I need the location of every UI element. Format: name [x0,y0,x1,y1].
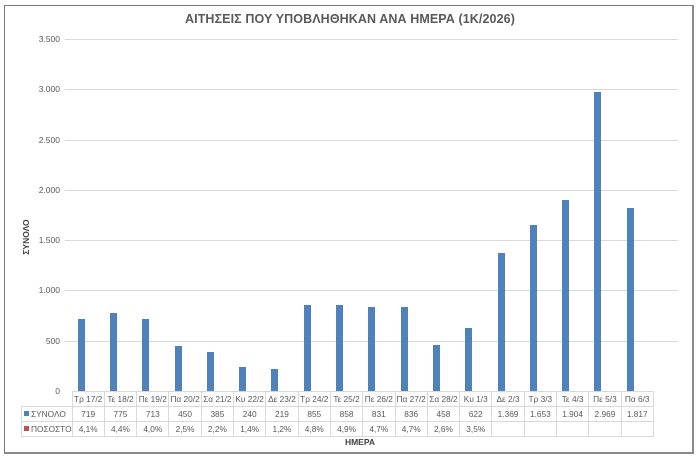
y-tick-label: 1.500 [38,235,60,246]
legend-swatch-icon [24,426,29,432]
chart-frame [4,5,694,454]
legend-percentage: ΠΟΣΟΣΤΟ [21,421,73,437]
data-table: Τρ 17/2 Τε 18/2 Πε 19/2 Πα 20/2 Σα 21/2 Κυ 22… [21,391,654,437]
value-cell: 622 [459,406,493,422]
gridline [65,89,678,91]
bar [271,368,279,391]
bar [303,305,311,391]
value-cell: 2,6% [426,421,461,437]
bar [497,253,505,391]
value-cell: 713 [136,406,170,422]
category-cell: Τρ 17/2 [71,391,105,407]
bar [432,344,440,391]
y-tick-label: 0 [55,386,60,396]
value-cell: 4,1% [71,421,105,437]
bar [336,304,344,391]
gridline [65,240,678,242]
bar [109,313,117,391]
series-row-total: ΣΥΝΟΛΟ 719 775 713 450 385 240 219 855 858 831 836… [21,406,654,422]
value-cell: 836 [394,406,428,422]
series-row-percentage: ΠΟΣΟΣΤΟ 4,1% 4,4% 4,0% 2,5% 2,2% 1,4% 1,2% 4,8%… [21,421,654,437]
category-cell: Πε 19/2 [136,391,170,407]
bar [562,199,570,391]
value-cell: 4,7% [362,421,396,437]
gridline [65,139,678,141]
value-cell: 719 [71,406,105,422]
value-cell: 1.369 [491,406,525,422]
x-axis-label: ΗΜΕΡΑ [344,437,376,447]
value-cell: 4,8% [297,421,331,437]
gridline [65,189,678,191]
value-cell: 450 [168,406,202,422]
value-cell: 458 [426,406,461,422]
value-cell: 219 [265,406,299,422]
y-tick-label: 1.000 [38,285,60,296]
y-tick-label: 2.500 [38,134,60,145]
value-cell: 1,4% [233,421,267,437]
value-cell [620,421,654,437]
value-cell: 831 [362,406,396,422]
category-cell: Σα 21/2 [200,391,235,407]
category-cell: Τε 18/2 [103,391,138,407]
value-cell: 2.969 [588,406,622,422]
legend-total: ΣΥΝΟΛΟ [21,406,73,422]
category-cell: Κυ 22/2 [233,391,267,407]
value-cell: 1.904 [555,406,590,422]
value-cell: 2,5% [168,421,202,437]
category-cell: Τε 4/3 [555,391,590,407]
value-cell: 858 [329,406,364,422]
bar [174,345,182,391]
gridline [65,39,678,40]
bar [239,366,247,391]
category-cell: Τρ 24/2 [297,391,331,407]
category-cell: Πα 6/3 [620,391,654,407]
bar [368,307,376,391]
category-cell: Τε 25/2 [329,391,364,407]
category-cell: Δε 23/2 [265,391,299,407]
bar [77,318,85,391]
legend-swatch-icon [24,411,29,417]
value-cell: 4,0% [136,421,170,437]
bar [529,224,537,391]
bar [626,208,634,391]
bar [400,306,408,391]
y-tick-label: 500 [45,335,60,346]
category-cell: Δε 2/3 [491,391,525,407]
bar [465,328,473,391]
value-cell: 855 [297,406,331,422]
gridline [65,290,678,292]
value-cell: 385 [200,406,235,422]
category-cell: Κυ 1/3 [459,391,493,407]
category-row: Τρ 17/2 Τε 18/2 Πε 19/2 Πα 20/2 Σα 21/2 Κυ 22… [21,391,654,407]
y-tick-label: 3.500 [38,34,60,44]
category-cell: Πα 20/2 [168,391,202,407]
bar [142,319,150,391]
category-cell: Πα 27/2 [394,391,428,407]
category-cell: Πε 26/2 [362,391,396,407]
bar [594,92,602,391]
y-tick-label: 2.000 [38,184,60,195]
y-tick-label: 3.000 [38,84,60,95]
value-cell: 1,2% [265,421,299,437]
value-cell: 775 [103,406,138,422]
value-cell: 1.817 [620,406,654,422]
value-cell [523,421,557,437]
value-cell: 240 [233,406,267,422]
value-cell [588,421,622,437]
value-cell: 4,9% [329,421,364,437]
value-cell: 4,4% [103,421,138,437]
value-cell: 4,7% [394,421,428,437]
value-cell [491,421,525,437]
value-cell [555,421,590,437]
value-cell: 3,5% [459,421,493,437]
value-cell: 2,2% [200,421,235,437]
value-cell: 1.653 [523,406,557,422]
bar [206,352,214,391]
category-cell: Σα 28/2 [426,391,461,407]
chart-title: ΑΙΤΗΣΕΙΣ ΠΟΥ ΥΠΟΒΛΗΘΗΚΑΝ ΑΝΑ ΗΜΕΡΑ (1Κ/2… [185,12,515,26]
category-cell: Πε 5/3 [588,391,622,407]
category-cell: Τρ 3/3 [523,391,557,407]
